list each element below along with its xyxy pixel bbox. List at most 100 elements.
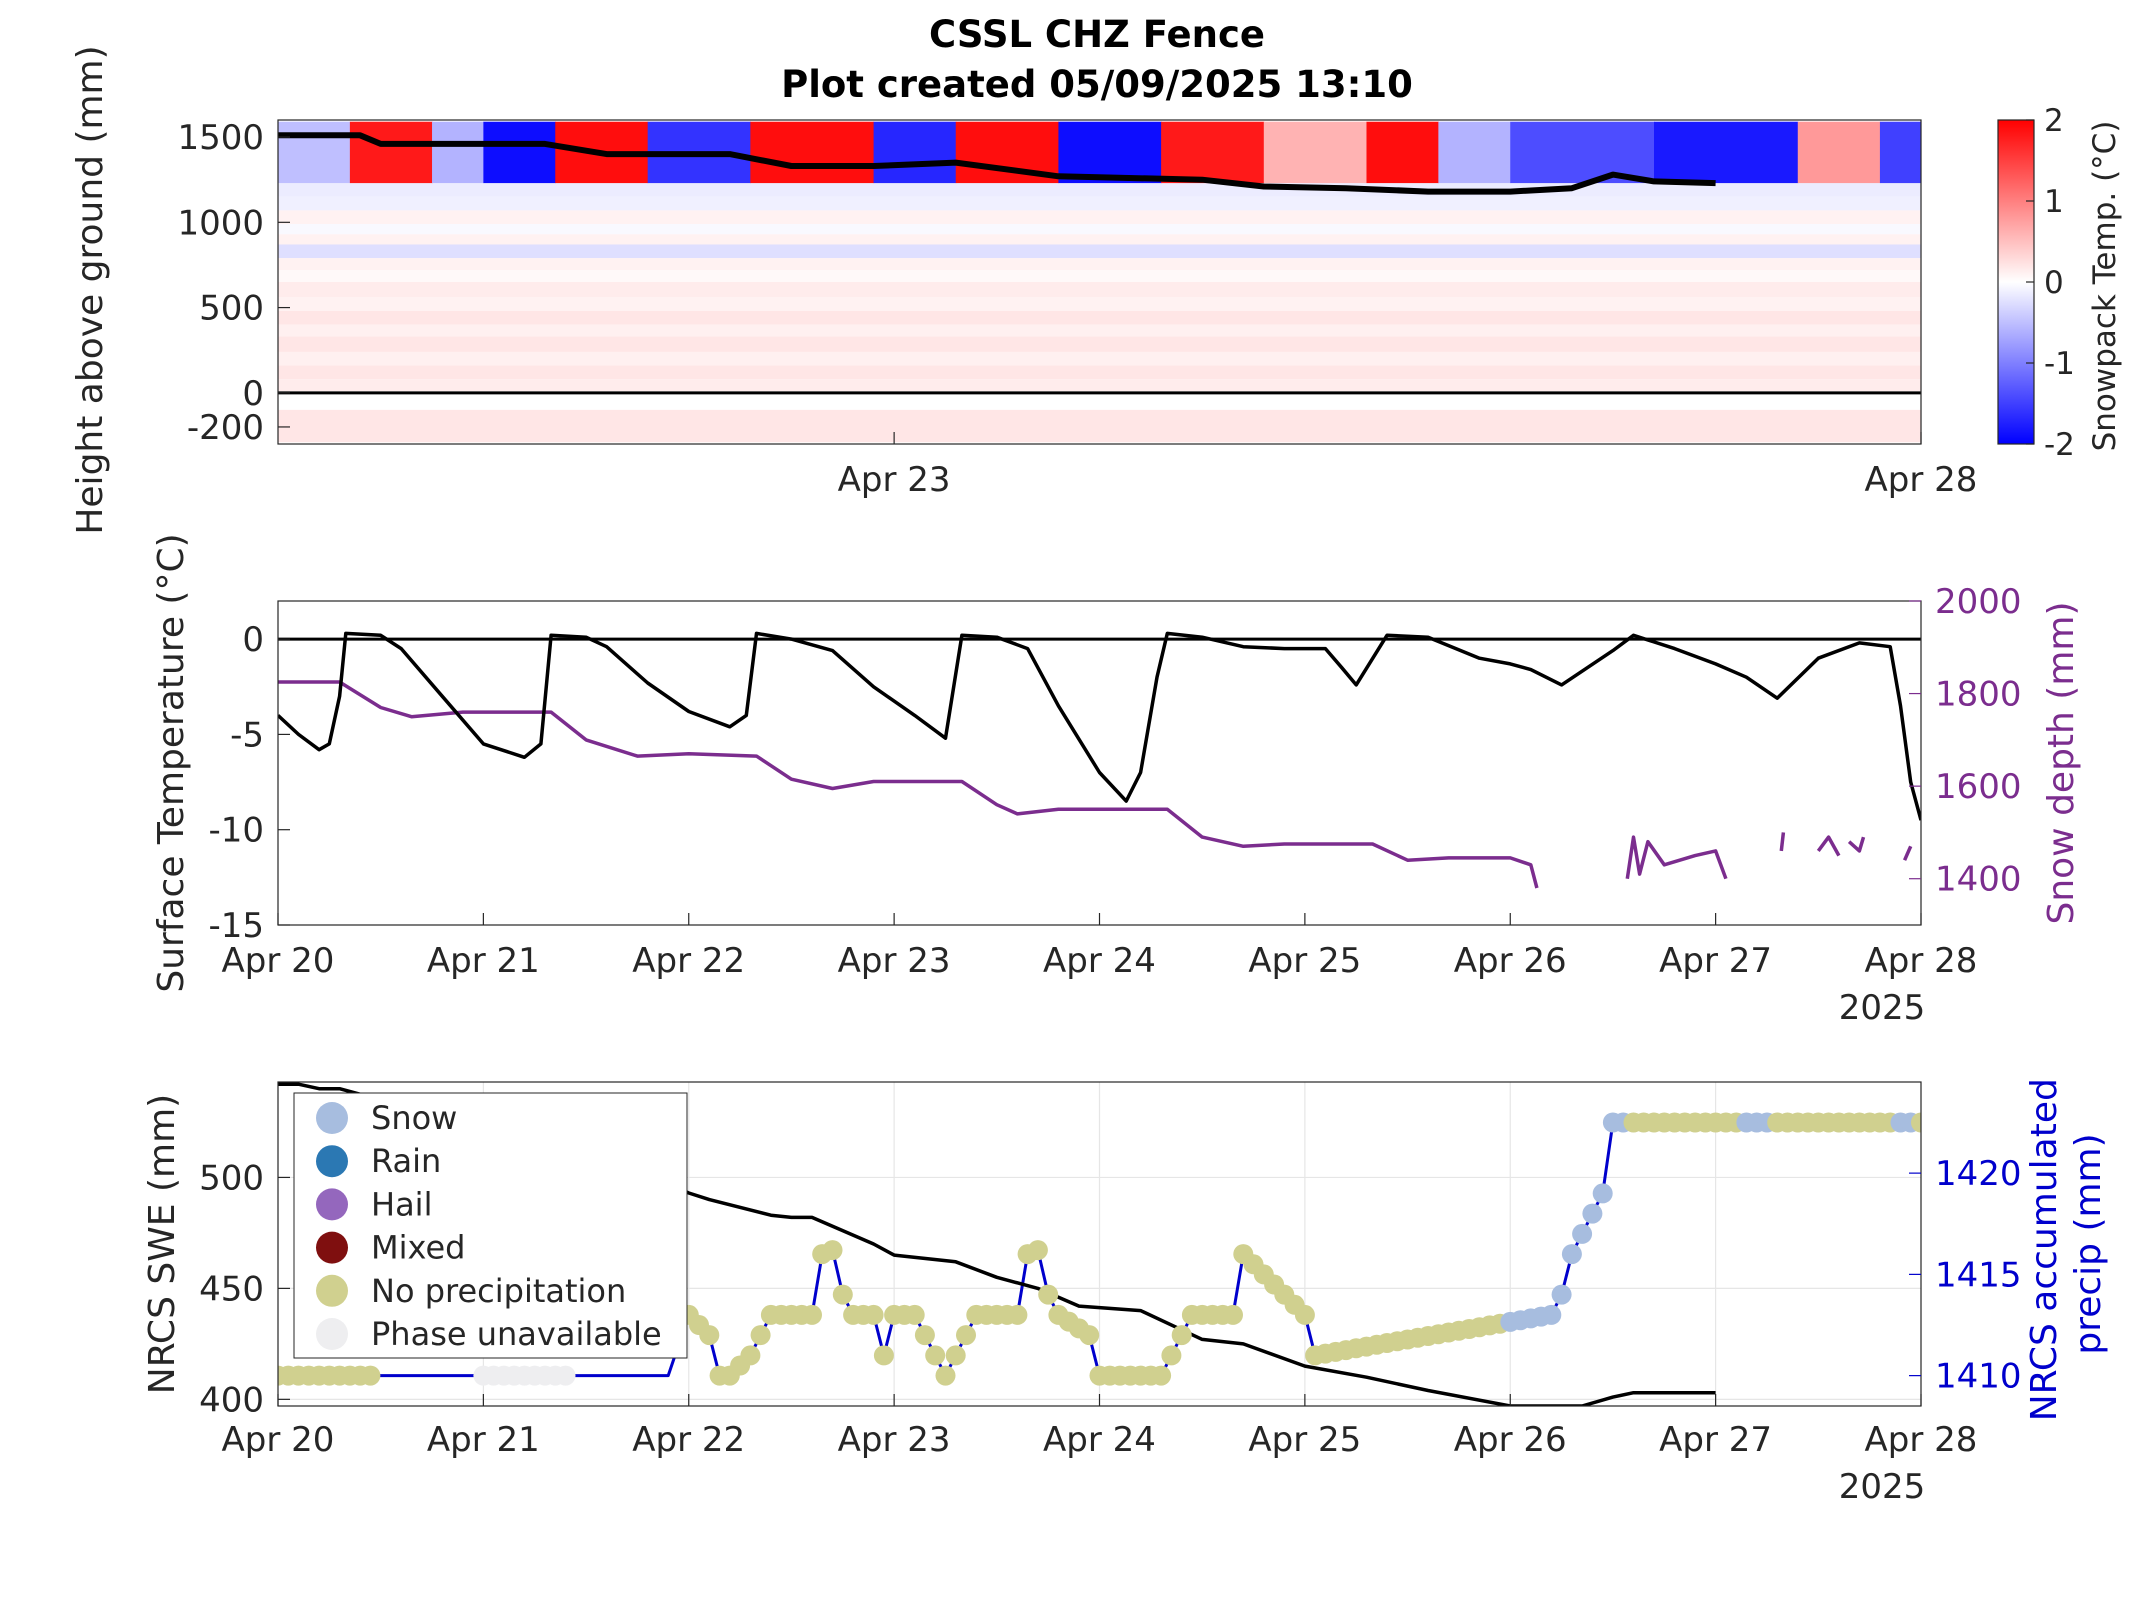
x-tick-label: Apr 23 [838,460,951,500]
phase-dot [1294,1304,1315,1325]
x-tick-label: Apr 27 [1659,941,1772,981]
y-tick-label: 0 [242,374,264,414]
snow-depth-segment [1625,835,1728,880]
phase-dot [832,1284,853,1305]
y2-tick-label: 1400 [1935,860,2022,900]
surface-temperature-panel: 0 -5 -10 -15 2000 1800 1600 1400 Apr 20 Apr 21 A… [151,533,2082,1028]
legend-marker [316,1102,348,1134]
height-axis-label: Height above ground (mm) [70,45,111,534]
x-tick-label: Apr 25 [1248,941,1361,981]
legend-marker [316,1318,348,1350]
x-tick-label: Apr 26 [1454,941,1567,981]
y2-tick-label: 1415 [1935,1255,2022,1295]
heatmap-stripe [278,210,1921,225]
x-tick-label: Apr 22 [632,941,745,981]
snow-depth-segment [1779,832,1786,852]
legend-label: Snow [371,1099,457,1137]
accum-precip-axis-label: NRCS accumulated precip (mm) [2024,1067,2109,1422]
x-tick-label: Apr 22 [632,1420,745,1460]
heatmap-stripe [278,379,1921,392]
phase-dot [1151,1365,1172,1386]
heatmap-stripe [278,282,1921,298]
x-tick-label: Apr 27 [1659,1420,1772,1460]
phase-dot [1592,1183,1613,1204]
legend-marker [316,1274,348,1307]
phase-dot [750,1325,771,1346]
x-tick-label: Apr 21 [427,1420,540,1460]
phase-dot [360,1365,381,1386]
y2-tick-label: 1600 [1935,767,2022,807]
y-tick-label: 0 [242,620,264,660]
x-tick-label: Apr 20 [222,1420,335,1460]
snow-depth-segment [1847,836,1866,853]
x-tick-label: Apr 28 [1865,941,1978,981]
heatmap-band [483,121,556,184]
x-tick-label: Apr 20 [222,941,335,981]
y-tick-label: -15 [208,906,264,946]
legend-label: No precipitation [371,1272,626,1310]
x-tick-label: Apr 24 [1043,1420,1156,1460]
year-label-panel2: 2025 [1839,988,1926,1028]
y-tick-label: 400 [199,1380,264,1420]
heatmap-stripe [278,310,1921,325]
phase-dot [873,1345,894,1366]
y-tick-label: 1000 [177,203,264,243]
y2-tick-label: 2000 [1935,582,2022,622]
heatmap-stripe [278,258,1921,271]
x-tick-label: Apr 23 [838,941,951,981]
x-tick-label: Apr 28 [1865,460,1978,500]
legend-label: Hail [371,1185,432,1223]
phase-dot [1223,1304,1243,1325]
legend-label: Mixed [371,1229,465,1267]
phase-dot [904,1304,925,1325]
heatmap-stripe [278,196,1921,211]
heatmap-stripe [278,297,1921,311]
heatmap-band [278,121,351,184]
colorbar-tick-label: -2 [2044,427,2075,463]
heatmap-band [1510,121,1655,184]
heatmap-band [1263,121,1368,184]
y-tick-label: 500 [199,289,264,329]
x-tick-label: Apr 25 [1248,1420,1361,1460]
phase-dot [1911,1112,1921,1133]
phase-dot [740,1345,761,1366]
legend-marker [316,1188,348,1221]
heatmap-band [1879,121,1921,184]
heatmap-band [750,121,875,184]
y-tick-label: -5 [230,715,264,755]
colorbar-tick-label: 1 [2044,184,2064,220]
heatmap-stripe [278,324,1921,337]
year-label-panel3: 2025 [1839,1467,1926,1507]
heatmap-band [1161,121,1265,184]
heatmap-band [432,121,484,184]
accum-precip-axis-label-line2: precip (mm) [2068,1133,2109,1354]
heatmap-stripe [278,409,1921,443]
phase-dot [1561,1244,1582,1265]
phase-dot [1582,1203,1603,1224]
y-tick-label: -10 [208,811,264,851]
phase-dot [1007,1304,1028,1325]
heatmap-stripe [278,224,1921,235]
heatmap-band [1058,121,1162,184]
heatmap-stripe [278,183,1921,197]
colorbar-label: Snowpack Temp. (°C) [2087,121,2123,452]
phase-dot [925,1345,946,1366]
phase-dot [1551,1284,1572,1305]
chart-title: CSSL CHZ Fence [929,13,1265,56]
heatmap-band [1797,121,1881,184]
phase-dot [555,1365,576,1386]
y-tick-label: 1500 [177,118,264,158]
phase-dot [1038,1284,1059,1305]
y-tick-label: -200 [187,408,264,448]
phase-dot [1161,1345,1182,1366]
heatmap-stripe [278,270,1921,282]
y2-tick-label: 1410 [1935,1357,2022,1397]
heatmap-stripe [278,351,1921,366]
phase-dot [822,1240,843,1261]
y-tick-label: 500 [199,1158,264,1198]
phase-dot [1572,1223,1593,1244]
legend-label: Rain [371,1142,441,1180]
legend-marker [316,1231,348,1264]
swe-axis-label: NRCS SWE (mm) [142,1094,183,1394]
